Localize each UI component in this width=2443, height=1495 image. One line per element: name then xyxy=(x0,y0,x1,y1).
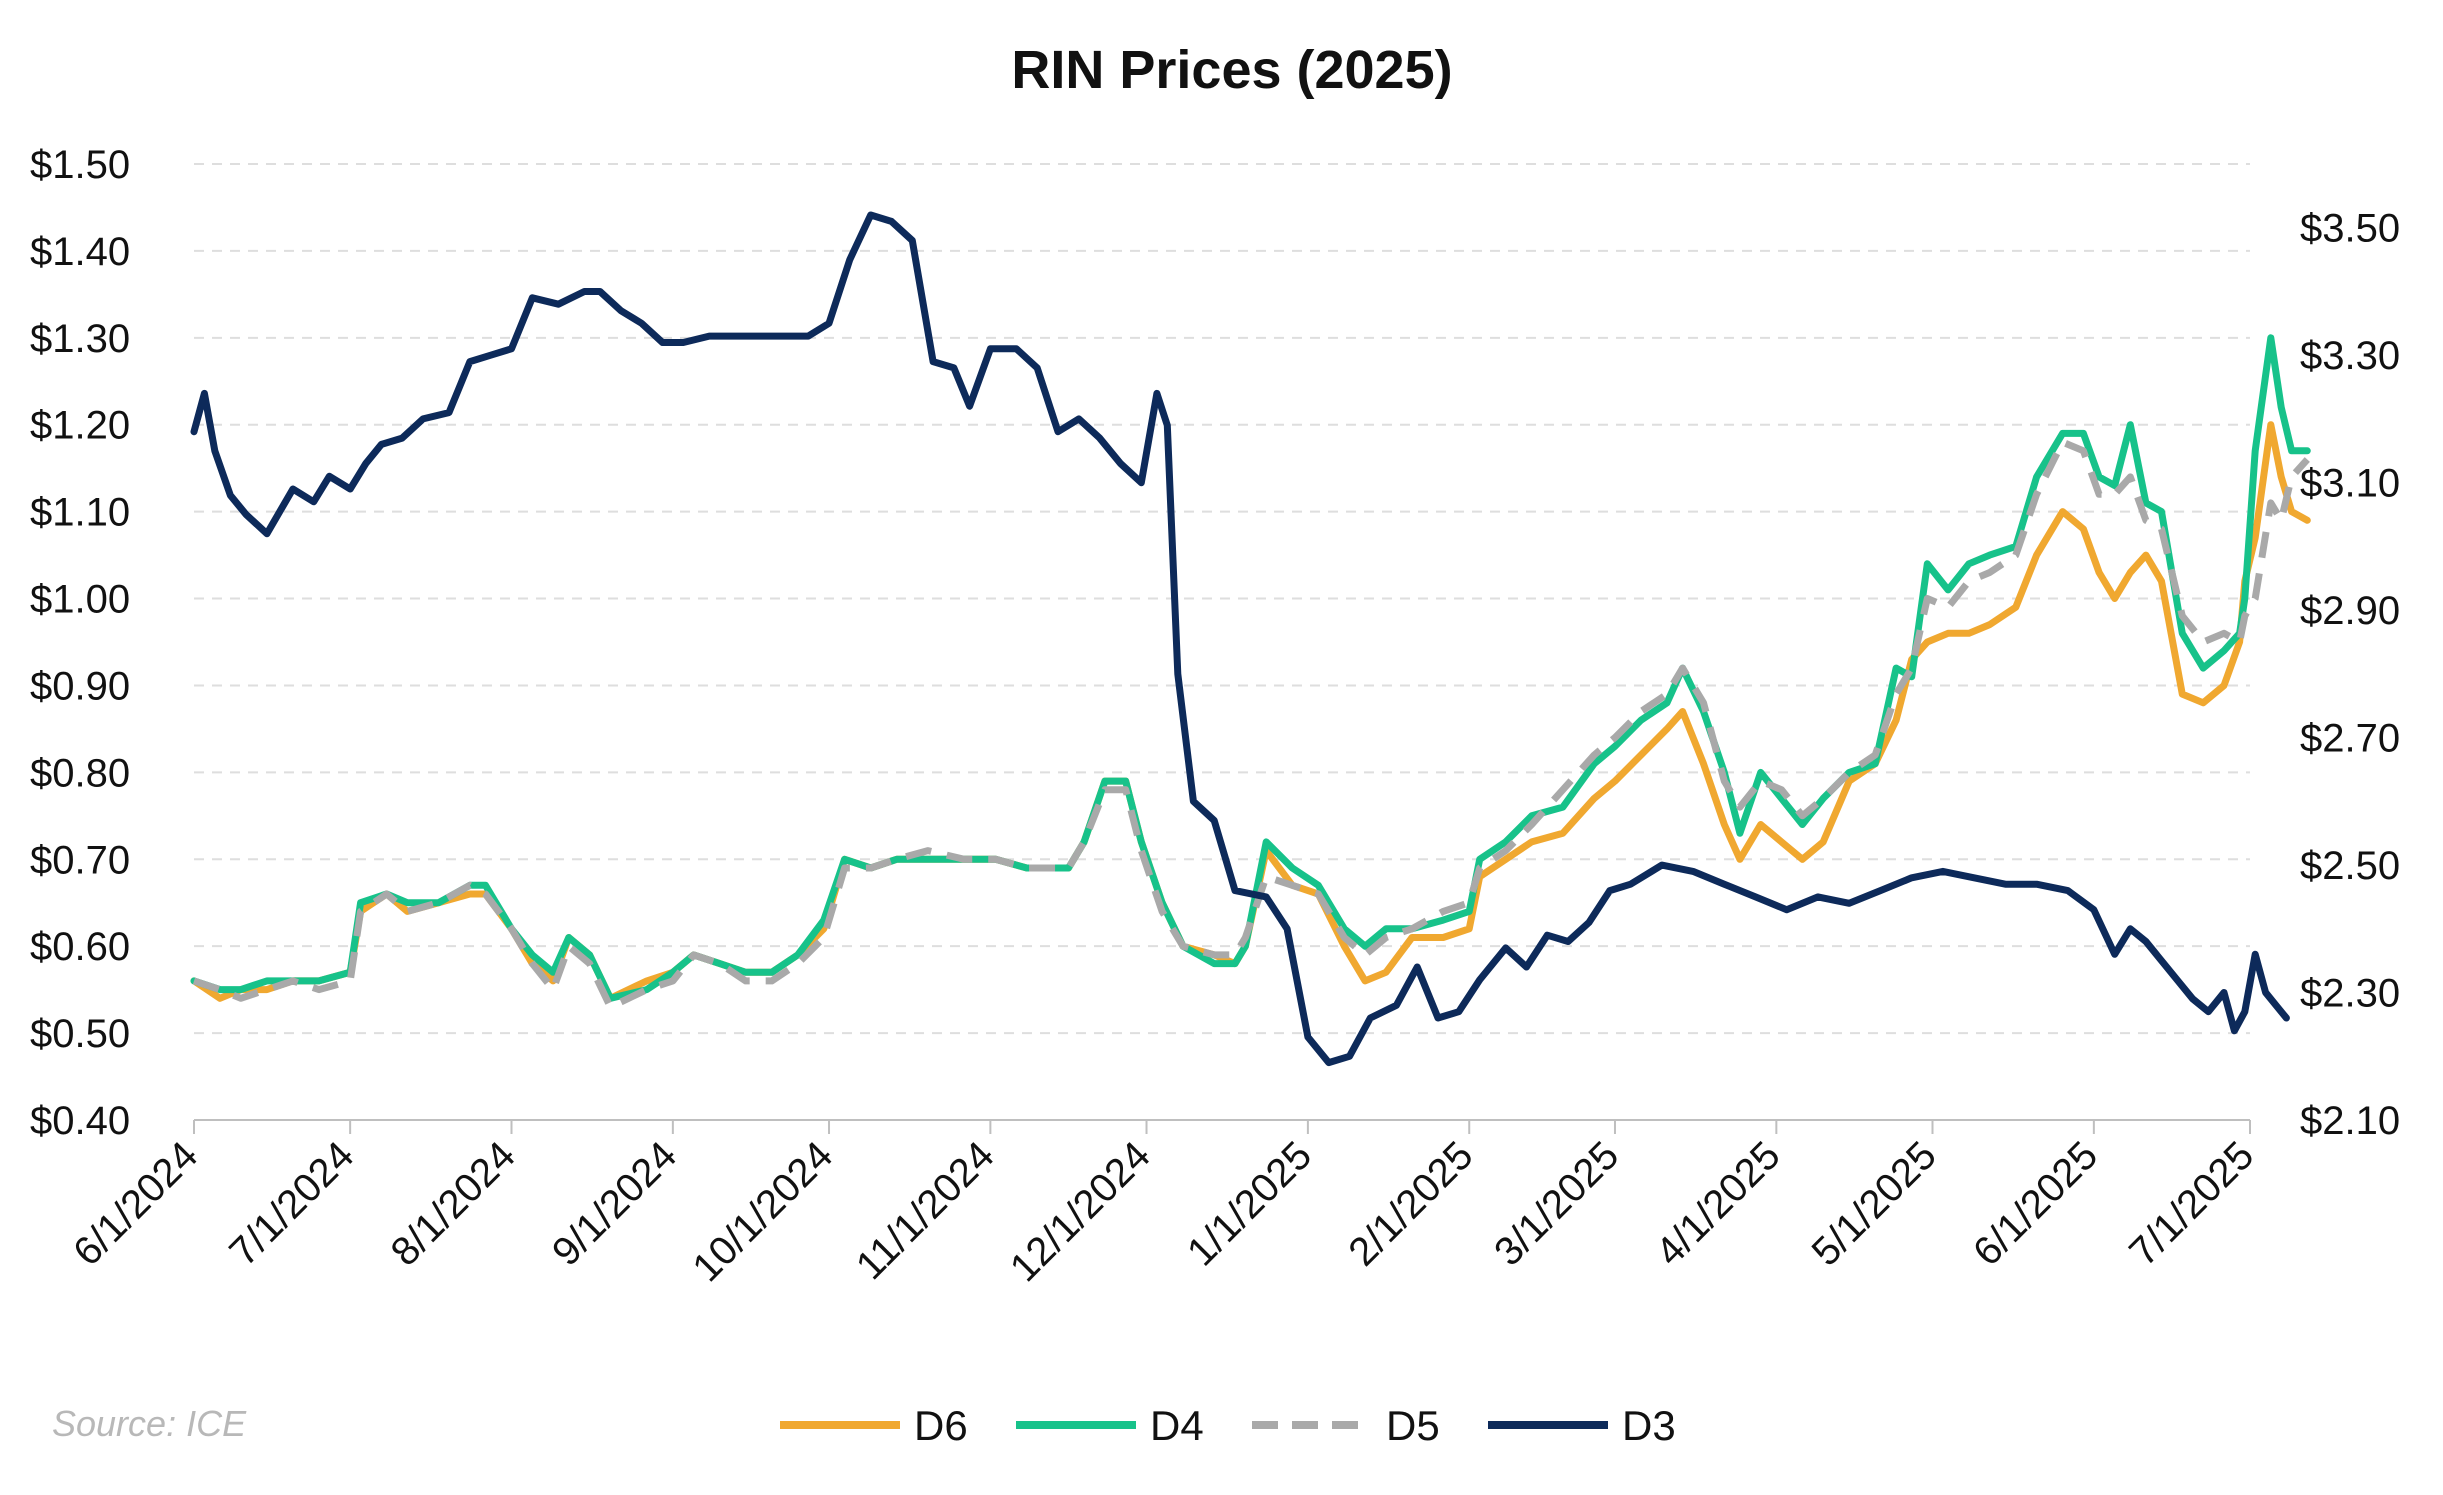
legend: D6 D4 D5 D3 xyxy=(780,1402,1676,1449)
y-left-tick-label: $0.70 xyxy=(30,838,130,882)
y-left-tick-label: $0.60 xyxy=(30,925,130,969)
y-left-tick-label: $1.00 xyxy=(30,578,130,622)
series-line-d4 xyxy=(190,334,2311,1002)
x-tick-label: 8/1/2024 xyxy=(383,1133,524,1274)
x-tick-label: 12/1/2024 xyxy=(1002,1133,1159,1290)
x-tick-label: 10/1/2024 xyxy=(684,1133,841,1290)
gridlines xyxy=(194,163,2250,1035)
series-line-d3 xyxy=(190,211,2290,1067)
x-tick-label: 6/1/2025 xyxy=(1965,1133,2106,1274)
y-left-tick-label: $1.20 xyxy=(30,404,130,448)
x-tick-label: 6/1/2024 xyxy=(65,1133,206,1274)
x-tick-label: 1/1/2025 xyxy=(1179,1133,1320,1274)
y-left-tick-label: $0.80 xyxy=(30,751,130,795)
source-note: Source: ICE xyxy=(52,1403,247,1444)
legend-label-d4: D4 xyxy=(1150,1402,1204,1449)
y-right-tick-label: $2.30 xyxy=(2300,972,2400,1016)
y-right-tick-label: $2.50 xyxy=(2300,844,2400,888)
y-left-tick-label: $0.40 xyxy=(30,1099,130,1143)
y-right-tick-label: $2.70 xyxy=(2300,717,2400,761)
y-right-tick-label: $3.50 xyxy=(2300,207,2400,251)
x-tick-label: 3/1/2025 xyxy=(1486,1133,1627,1274)
y-right-tick-label: $3.10 xyxy=(2300,462,2400,506)
x-tick-label: 7/1/2024 xyxy=(221,1133,362,1274)
y-right-tick-label: $3.30 xyxy=(2300,334,2400,378)
y-left-tick-label: $1.30 xyxy=(30,317,130,361)
y-right-tick-label: $2.90 xyxy=(2300,589,2400,633)
x-tick-label: 7/1/2025 xyxy=(2121,1133,2262,1274)
legend-label-d5: D5 xyxy=(1386,1402,1440,1449)
legend-label-d6: D6 xyxy=(914,1402,968,1449)
x-tick-label: 11/1/2024 xyxy=(848,1133,1003,1288)
axes: $0.40 $0.50 $0.60 $0.70 $0.80 $0.90 $1.00 $1.10… xyxy=(30,143,2400,1290)
y-left-tick-label: $1.10 xyxy=(30,491,130,535)
y-left-tick-label: $1.40 xyxy=(30,230,130,274)
x-tick-label: 4/1/2025 xyxy=(1647,1133,1788,1274)
series-line-d5 xyxy=(192,438,2310,1011)
y-left-tick-label: $0.90 xyxy=(30,664,130,708)
chart-title: RIN Prices (2025) xyxy=(1011,40,1452,100)
series-lines xyxy=(190,211,2311,1067)
y-left-tick-label: $0.50 xyxy=(30,1012,130,1056)
x-tick-label: 9/1/2024 xyxy=(544,1133,685,1274)
y-left-tick-label: $1.50 xyxy=(30,143,130,187)
x-tick-label: 5/1/2025 xyxy=(1804,1133,1945,1274)
legend-label-d3: D3 xyxy=(1622,1402,1676,1449)
x-tick-label: 2/1/2025 xyxy=(1340,1133,1481,1274)
y-right-tick-label: $2.10 xyxy=(2300,1099,2400,1143)
